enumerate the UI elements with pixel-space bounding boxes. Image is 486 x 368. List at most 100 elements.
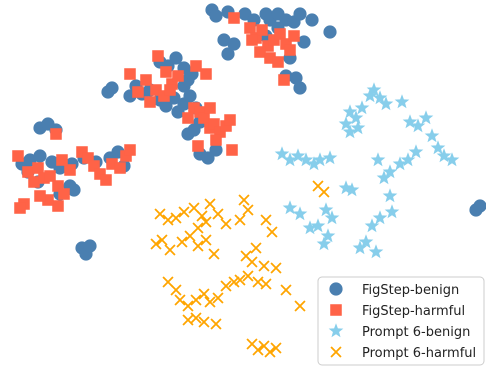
prompt-6-harmful-point bbox=[270, 262, 282, 274]
prompt-6-harmful-point bbox=[270, 342, 282, 354]
prompt-6-harmful-point bbox=[182, 300, 194, 312]
figstep-harmful-point bbox=[198, 112, 210, 124]
figstep-harmful-point bbox=[152, 50, 164, 62]
figstep-harmful-point bbox=[264, 52, 276, 64]
figstep-harmful-point bbox=[280, 38, 292, 50]
figstep-harmful-point bbox=[94, 168, 106, 180]
figstep-harmful-point bbox=[224, 114, 236, 126]
figstep-harmful-point bbox=[52, 180, 64, 192]
figstep-harmful-point bbox=[244, 22, 256, 34]
prompt-6-benign-point bbox=[382, 164, 398, 179]
figstep-harmful-point bbox=[272, 56, 284, 68]
prompt-6-harmful-point bbox=[174, 294, 186, 306]
figstep-harmful-point bbox=[132, 86, 144, 98]
figstep-harmful-point bbox=[114, 162, 126, 174]
figstep-benign-point bbox=[221, 47, 235, 61]
prompt-6-harmful-point bbox=[204, 296, 216, 308]
prompt-6-harmful-point bbox=[208, 248, 220, 260]
prompt-6-benign-point bbox=[292, 206, 308, 221]
prompt-6-harmful-point bbox=[238, 194, 250, 206]
figstep-benign-point bbox=[209, 9, 223, 23]
prompt-6-harmful-point bbox=[182, 314, 194, 326]
prompt-6-benign-point bbox=[410, 118, 426, 133]
figstep-harmful-point bbox=[34, 190, 46, 202]
figstep-harmful-point bbox=[14, 202, 26, 214]
prompt-6-benign-point bbox=[290, 148, 306, 163]
figstep-harmful-point bbox=[58, 188, 70, 200]
figstep-harmful-point bbox=[76, 146, 88, 158]
figstep-harmful-point bbox=[28, 176, 40, 188]
figstep-benign-point bbox=[169, 51, 183, 65]
figstep-harmful-point bbox=[144, 96, 156, 108]
figstep-harmful-point bbox=[274, 28, 286, 40]
prompt-6-benign-point bbox=[352, 240, 368, 255]
prompt-6-benign-point bbox=[424, 128, 440, 143]
prompt-6-benign-point bbox=[372, 210, 388, 225]
prompt-6-benign-point bbox=[282, 152, 298, 167]
figstep-benign-point bbox=[305, 13, 319, 27]
figstep-harmful-point bbox=[246, 34, 258, 46]
prompt-6-harmful-point bbox=[250, 242, 262, 254]
prompt-6-benign-point bbox=[298, 152, 314, 167]
legend-label-prompt-6-harmful: Prompt 6-harmful bbox=[362, 346, 476, 361]
prompt-6-benign-point bbox=[370, 152, 386, 167]
figstep-harmful-point bbox=[88, 160, 100, 172]
figstep-harmful-point bbox=[190, 60, 202, 72]
figstep-harmful-point bbox=[210, 134, 222, 146]
prompt-6-benign-point bbox=[358, 234, 374, 249]
prompt-6-harmful-point bbox=[260, 278, 272, 290]
figstep-benign-point bbox=[209, 143, 223, 157]
prompt-6-benign-point bbox=[392, 156, 408, 171]
prompt-6-benign-point bbox=[348, 110, 364, 125]
prompt-6-benign-point bbox=[418, 110, 434, 125]
prompt-6-benign-point bbox=[338, 180, 354, 195]
figstep-harmful-point bbox=[172, 70, 184, 82]
figstep-harmful-point bbox=[288, 30, 300, 42]
prompt-6-benign-point bbox=[400, 152, 416, 167]
prompt-6-harmful-point bbox=[234, 214, 246, 226]
figstep-harmful-point bbox=[106, 158, 118, 170]
prompt-6-benign-point bbox=[316, 236, 332, 251]
prompt-6-benign-point bbox=[436, 148, 452, 163]
figstep-harmful-point bbox=[200, 68, 212, 80]
prompt-6-harmful-point bbox=[242, 204, 254, 216]
prompt-6-harmful-point bbox=[200, 216, 212, 228]
prompt-6-benign-point bbox=[320, 228, 336, 243]
figstep-harmful-point bbox=[278, 74, 290, 86]
figstep-benign-point bbox=[293, 7, 307, 21]
figstep-harmful-point bbox=[12, 150, 24, 162]
prompt-6-harmful-point bbox=[258, 260, 270, 272]
prompt-6-harmful-point bbox=[190, 312, 202, 324]
legend-items: FigStep-benign FigStep-harmful Prompt 6-be… bbox=[328, 282, 476, 361]
prompt-6-harmful-point bbox=[212, 208, 224, 220]
prompt-6-benign-point bbox=[372, 90, 388, 105]
figstep-harmful-point bbox=[158, 90, 170, 102]
series-figstep-harmful bbox=[12, 12, 300, 214]
legend-marker-figstep-harmful bbox=[330, 304, 342, 316]
figstep-harmful-point bbox=[22, 166, 34, 178]
prompt-6-benign-point bbox=[378, 96, 394, 111]
prompt-6-benign-point bbox=[344, 182, 360, 197]
prompt-6-benign-point bbox=[302, 220, 318, 235]
prompt-6-benign-point bbox=[324, 210, 340, 225]
figstep-benign-point bbox=[159, 99, 173, 113]
figstep-harmful-point bbox=[164, 84, 176, 96]
figstep-harmful-point bbox=[150, 84, 162, 96]
legend: FigStep-benign FigStep-harmful Prompt 6-be… bbox=[317, 276, 485, 366]
figstep-harmful-point bbox=[262, 40, 274, 52]
figstep-harmful-point bbox=[182, 112, 194, 124]
prompt-6-benign-point bbox=[408, 144, 424, 159]
prompt-6-harmful-point bbox=[170, 212, 182, 224]
prompt-6-harmful-point bbox=[318, 186, 330, 198]
figstep-harmful-point bbox=[32, 162, 44, 174]
prompt-6-benign-point bbox=[322, 150, 338, 165]
prompt-6-benign-point bbox=[318, 202, 334, 217]
prompt-6-benign-point bbox=[430, 140, 446, 155]
prompt-6-harmful-point bbox=[176, 236, 188, 248]
figstep-harmful-point bbox=[166, 78, 178, 90]
prompt-6-benign-point bbox=[364, 218, 380, 233]
figstep-harmful-point bbox=[188, 102, 200, 114]
prompt-6-benign-point bbox=[376, 170, 392, 185]
prompt-6-benign-point bbox=[402, 114, 418, 129]
figstep-benign-point bbox=[105, 81, 119, 95]
